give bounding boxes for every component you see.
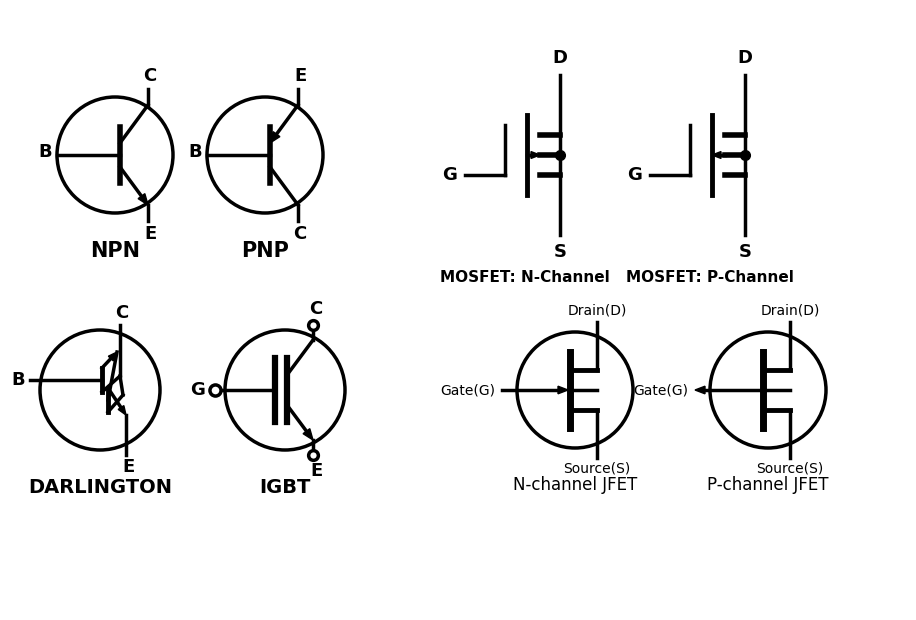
Polygon shape [118,405,126,415]
Polygon shape [270,131,280,143]
Text: NPN: NPN [90,241,140,261]
Text: G: G [191,381,205,399]
Text: C: C [144,67,157,85]
Text: MOSFET: P-Channel: MOSFET: P-Channel [626,270,794,285]
Text: B: B [189,143,202,161]
Text: E: E [122,458,134,476]
Text: E: E [294,67,306,85]
Text: Drain(D): Drain(D) [760,304,820,318]
Text: B: B [11,371,25,389]
Text: P-channel JFET: P-channel JFET [707,476,829,494]
Text: S: S [553,243,566,261]
Polygon shape [695,386,705,394]
Text: Gate(G): Gate(G) [633,383,688,397]
Text: Source(S): Source(S) [757,462,823,476]
Text: N-channel JFET: N-channel JFET [513,476,638,494]
Polygon shape [531,151,540,159]
Text: D: D [737,49,753,67]
Polygon shape [558,386,568,394]
Text: S: S [738,243,751,261]
Polygon shape [138,193,148,205]
Text: Source(S): Source(S) [563,462,630,476]
Text: PNP: PNP [241,241,289,261]
Polygon shape [303,428,313,440]
Polygon shape [712,151,721,159]
Text: E: E [144,225,156,243]
Text: DARLINGTON: DARLINGTON [28,478,172,497]
Text: B: B [38,143,52,161]
Text: Drain(D): Drain(D) [567,304,627,318]
Text: D: D [552,49,568,67]
Text: C: C [115,304,128,322]
Text: C: C [310,300,322,318]
Text: IGBT: IGBT [259,478,311,497]
Text: E: E [310,462,322,480]
Text: MOSFET: N-Channel: MOSFET: N-Channel [440,270,610,285]
Text: G: G [442,166,457,184]
Text: Gate(G): Gate(G) [440,383,495,397]
Text: G: G [627,166,642,184]
Polygon shape [108,352,117,361]
Text: C: C [293,225,307,243]
